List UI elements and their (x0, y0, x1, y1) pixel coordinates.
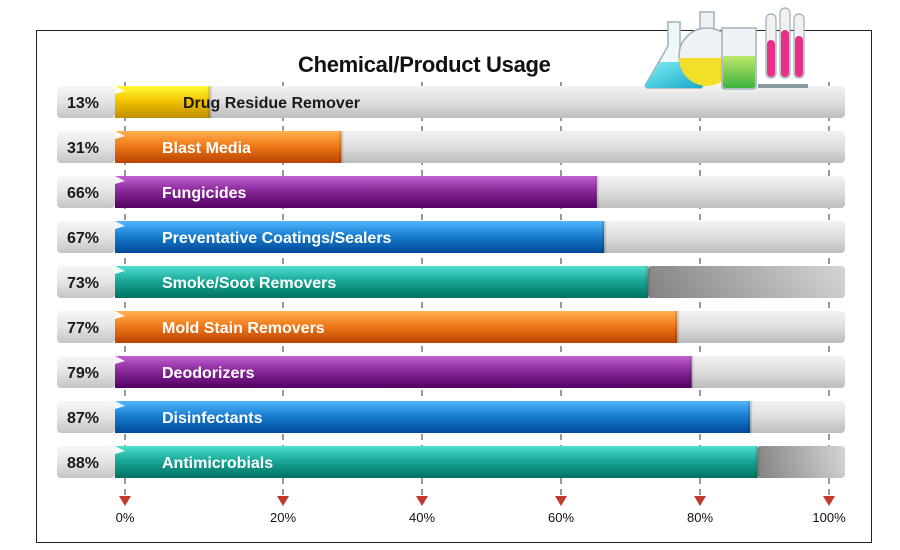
bar-shadow (602, 221, 607, 253)
bar (115, 401, 751, 433)
glassware-icon (644, 7, 808, 90)
tab-notch (115, 131, 125, 139)
tick-marker (416, 496, 428, 506)
value-tab (57, 311, 115, 343)
value-tab (57, 86, 115, 118)
tab-notch (115, 446, 125, 454)
category-label: Fungicides (162, 185, 247, 202)
value-tab (57, 266, 115, 298)
category-label: Smoke/Soot Removers (162, 275, 336, 292)
bar (115, 176, 597, 208)
value-tab (57, 446, 115, 478)
tab-notch (115, 311, 125, 319)
tab-notch (115, 221, 125, 229)
value-label: 66% (67, 185, 99, 202)
category-label: Preventative Coatings/Sealers (162, 230, 392, 247)
category-label: Deodorizers (162, 365, 255, 382)
bar-remainder (757, 446, 845, 478)
x-tick-label: 100% (812, 510, 846, 525)
category-label: Mold Stain Removers (162, 320, 325, 337)
chart-title: Chemical/Product Usage (298, 52, 551, 77)
tab-notch (115, 401, 125, 409)
chart-frame (36, 30, 872, 543)
value-label: 73% (67, 275, 99, 292)
value-label: 79% (67, 365, 99, 382)
bar-shadow (689, 356, 694, 388)
tab-notch (115, 86, 125, 94)
value-tab (57, 356, 115, 388)
value-label: 13% (67, 95, 99, 112)
value-label: 67% (67, 230, 99, 247)
value-label: 87% (67, 410, 99, 427)
value-tab (57, 176, 115, 208)
tick-marker (119, 496, 131, 506)
bar (115, 446, 758, 478)
category-label: Blast Media (162, 140, 251, 157)
bar-row: 66% Fungicides (57, 176, 845, 208)
bar (115, 356, 692, 388)
bar-shadow (748, 401, 753, 433)
value-tab (57, 131, 115, 163)
bar (115, 266, 648, 298)
bar-row: 67% Preventative Coatings/Sealers (57, 221, 845, 253)
tick-marker (823, 496, 835, 506)
bar-shadow (207, 86, 212, 118)
bar (115, 221, 605, 253)
value-label: 31% (67, 140, 99, 157)
value-label: 77% (67, 320, 99, 337)
bar-shadow (594, 176, 599, 208)
bar-row: 13% Drug Residue Remover (57, 86, 845, 118)
tick-marker (277, 496, 289, 506)
bar-shadow (755, 446, 760, 478)
value-label: 88% (67, 455, 99, 472)
bar (115, 86, 210, 118)
bar-shadow (675, 311, 680, 343)
tick-marker (694, 496, 706, 506)
x-tick-label: 80% (687, 510, 713, 525)
x-tick-label: 40% (409, 510, 435, 525)
bar-row: 79% Deodorizers (57, 356, 845, 388)
x-tick-label: 20% (270, 510, 296, 525)
bar (115, 131, 342, 163)
bar-track (115, 86, 845, 118)
x-tick-label: 0% (116, 510, 135, 525)
x-tick-label: 60% (548, 510, 574, 525)
value-tab (57, 401, 115, 433)
tab-notch (115, 266, 125, 274)
bar-row: 77% Mold Stain Removers (57, 311, 845, 343)
bar-row: 87% Disinfectants (57, 401, 845, 433)
bar-remainder (647, 266, 845, 298)
bar-row: 88% Antimicrobials (57, 446, 845, 478)
category-label: Antimicrobials (162, 455, 273, 472)
bar-shadow (645, 266, 650, 298)
tab-notch (115, 176, 125, 184)
bar-row: 31% Blast Media (57, 131, 845, 163)
x-axis: 0% 20% 40% 60% 80% 100% (116, 496, 846, 525)
category-label: Drug Residue Remover (183, 95, 360, 112)
bar-shadow (339, 131, 344, 163)
category-label: Disinfectants (162, 410, 263, 427)
bars: 13% Drug Residue Remover 31% Blast Media 66%… (57, 86, 845, 478)
bar (115, 311, 678, 343)
tick-marker (555, 496, 567, 506)
bar-row: 73% Smoke/Soot Removers (57, 266, 845, 298)
value-tab (57, 221, 115, 253)
tab-notch (115, 356, 125, 364)
